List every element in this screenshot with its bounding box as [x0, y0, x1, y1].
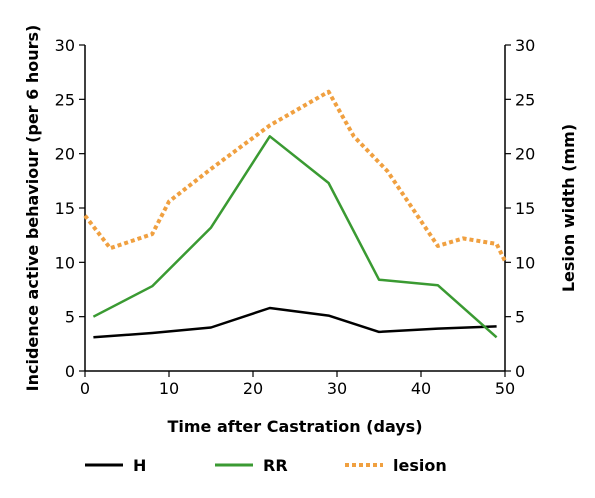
y2-tick-label: 5: [515, 308, 525, 327]
y-tick-label: 0: [65, 362, 75, 381]
y2-tick-label: 20: [515, 145, 535, 164]
y-tick-label: 25: [55, 90, 75, 109]
x-tick-label: 50: [495, 379, 515, 398]
legend-label-h: H: [133, 456, 146, 475]
y-tick-label: 5: [65, 308, 75, 327]
y2-tick-label: 15: [515, 199, 535, 218]
y2-tick-label: 0: [515, 362, 525, 381]
y-tick-label: 20: [55, 145, 75, 164]
x-tick-label: 20: [243, 379, 263, 398]
y2-axis-title: Lesion width (mm): [559, 124, 578, 292]
y2-tick-label: 10: [515, 253, 535, 272]
x-tick-label: 10: [159, 379, 179, 398]
legend-label-lesion: lesion: [393, 456, 447, 475]
y-axis-title: Incidence active behaviour (per 6 hours): [23, 25, 42, 392]
legend: H RR lesion: [85, 456, 447, 475]
y2-tick-label: 30: [515, 36, 535, 55]
x-tick-label: 40: [411, 379, 431, 398]
x-tick-label: 0: [80, 379, 90, 398]
y-tick-label: 15: [55, 199, 75, 218]
y2-tick-label: 25: [515, 90, 535, 109]
series-line-lesion: [83, 89, 507, 263]
y-tick-label: 30: [55, 36, 75, 55]
series-layer: [83, 89, 507, 339]
x-axis-title: Time after Castration (days): [167, 417, 422, 436]
series-line-rr: [92, 135, 498, 339]
series-line-h: [93, 306, 497, 339]
axes: 0 5 10 15 20 25 30 0 5 10 15 20 25 30 0 10 20 30 40 50: [55, 36, 536, 398]
y-tick-label: 10: [55, 253, 75, 272]
legend-label-rr: RR: [263, 456, 288, 475]
x-tick-label: 30: [327, 379, 347, 398]
